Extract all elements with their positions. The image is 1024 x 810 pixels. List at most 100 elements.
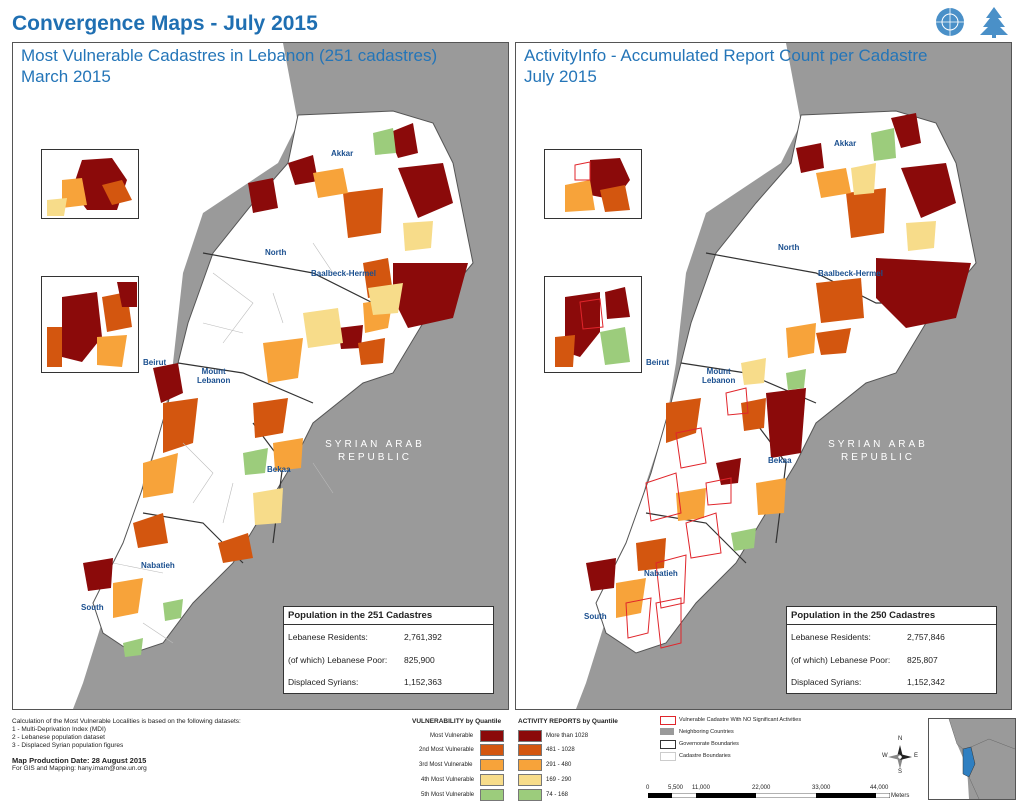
- label-syria-line1: SYRIAN ARAB: [828, 439, 928, 450]
- legend-act-label-5: 74 - 168: [546, 792, 569, 798]
- lebanon-outline: [92, 110, 474, 654]
- legend-act-swatch-1: [518, 730, 542, 742]
- right-map-title-line1: ActivityInfo - Accumulated Report Count …: [524, 46, 928, 65]
- scale-tick-0: 0: [646, 785, 650, 791]
- cadastre-boundaries: [112, 242, 334, 644]
- north-arrow-w: W: [882, 753, 888, 759]
- label-bekaa: Bekaa: [267, 465, 291, 474]
- label-mount-lebanon: Mount Lebanon: [702, 367, 735, 385]
- legend-act-swatch-5: [518, 789, 542, 801]
- notes-item-2: 2 - Lebanese population dataset: [12, 734, 105, 741]
- label-akkar: Akkar: [331, 149, 354, 158]
- left-population-box: Population in the 251 Cadastres Lebanese…: [283, 606, 494, 694]
- notes-contact: For GIS and Mapping: hany.imam@one.un.or…: [12, 765, 147, 772]
- legend-outline-label-3: Governorate Boundaries: [679, 741, 739, 747]
- left-pop-row-residents: Lebanese Residents: 2,761,392: [288, 632, 488, 642]
- scale-tick-4: 33,000: [812, 785, 831, 791]
- label-beirut: Beirut: [143, 358, 167, 367]
- un-logo-icon: [936, 8, 964, 36]
- right-pop-row-poor: (of which) Lebanese Poor: 825,807: [791, 655, 991, 665]
- legend-outline-label-1: Vulnerable Cadastre With NO Significant …: [679, 717, 802, 723]
- left-pop-row-poor: (of which) Lebanese Poor: 825,900: [288, 655, 488, 665]
- left-map-panel: Most Vulnerable Cadastres in Lebanon (25…: [12, 42, 509, 710]
- north-arrow-icon: [888, 745, 912, 769]
- no-activity-outlines: [625, 387, 749, 649]
- locator-lebanon: [962, 746, 976, 778]
- label-baalbeck: Baalbeck-Hermel: [818, 269, 883, 278]
- notes-item-1: 1 - Multi-Deprivation Index (MDI): [12, 726, 106, 733]
- label-south: South: [81, 603, 104, 612]
- left-pop-poor-label: (of which) Lebanese Poor:: [288, 655, 388, 665]
- north-arrow-s: S: [898, 769, 903, 775]
- legend-vulnerability-title: VULNERABILITY by Quantile: [412, 718, 502, 725]
- legend-act-label-2: 481 - 1028: [546, 747, 575, 753]
- right-pop-poor-label: (of which) Lebanese Poor:: [791, 655, 891, 665]
- notes-item-3: 3 - Displaced Syrian population figures: [12, 742, 124, 749]
- left-pop-row-syrians: Displaced Syrians: 1,152,363: [288, 677, 488, 687]
- legend-vuln-label-5: 5th Most Vulnerable: [421, 792, 475, 798]
- label-syria-line2: REPUBLIC: [337, 452, 412, 463]
- right-map-title-line2: July 2015: [524, 67, 597, 86]
- north-arrow-e: E: [914, 753, 919, 759]
- legend-act-label-1: More than 1028: [546, 733, 589, 739]
- scale-bar: [648, 793, 890, 798]
- legend-cadastre-swatch: [660, 752, 676, 761]
- left-pop-poor-value: 825,900: [404, 655, 435, 665]
- right-pop-row-syrians: Displaced Syrians: 1,152,342: [791, 677, 991, 687]
- legend-outline-label-2: Neighboring Countries: [679, 729, 734, 735]
- label-syria-line2: REPUBLIC: [840, 452, 915, 463]
- inset-map-bottom-canvas: [555, 287, 630, 367]
- label-mount: Mount: [201, 367, 226, 376]
- notes-date: Map Production Date: 28 August 2015: [12, 756, 147, 765]
- scale-tick-5: 44,000: [870, 785, 889, 791]
- legend-vuln-swatch-1: [480, 730, 504, 742]
- legend-vuln-swatch-2: [480, 744, 504, 756]
- label-north: North: [778, 243, 800, 252]
- north-arrow-n: N: [898, 736, 903, 742]
- right-pop-heading: Population in the 250 Cadastres: [787, 607, 996, 625]
- scale-unit: Meters: [891, 793, 910, 799]
- inset-map-top-canvas: [47, 158, 132, 216]
- legend-vuln-swatch-4: [480, 774, 504, 786]
- legend-outline-label-4: Cadastre Boundaries: [679, 753, 731, 759]
- inset-map-bottom: [544, 276, 642, 373]
- legend-act-swatch-4: [518, 774, 542, 786]
- locator-sea: [929, 719, 969, 799]
- right-pop-row-residents: Lebanese Residents: 2,757,846: [791, 632, 991, 642]
- label-beirut: Beirut: [646, 358, 670, 367]
- scale-tick-2: 11,000: [692, 785, 710, 791]
- legend-vuln-label-2: 2nd Most Vulnerable: [419, 747, 474, 753]
- methodology-notes: Calculation of the Most Vulnerable Local…: [12, 718, 292, 773]
- right-pop-syrians-label: Displaced Syrians:: [791, 677, 862, 687]
- legend-act-swatch-2: [518, 744, 542, 756]
- right-population-box: Population in the 250 Cadastres Lebanese…: [786, 606, 997, 694]
- legend-vuln-label-1: Most Vulnerable: [430, 733, 474, 739]
- label-syria-line1: SYRIAN ARAB: [325, 439, 425, 450]
- label-nabatieh: Nabatieh: [141, 561, 175, 570]
- left-map-title-line1: Most Vulnerable Cadastres in Lebanon (25…: [21, 46, 438, 65]
- legend-governorate-swatch: [660, 740, 676, 749]
- legend-activity-title: ACTIVITY REPORTS by Quantile: [518, 718, 618, 725]
- legend-act-swatch-3: [518, 759, 542, 771]
- cadastre-fills: [586, 113, 971, 618]
- left-map-title: Most Vulnerable Cadastres in Lebanon (25…: [21, 45, 437, 87]
- label-north: North: [265, 248, 287, 257]
- legend-outline-red-swatch: [660, 716, 676, 725]
- legend-neighbor-swatch: [660, 728, 674, 735]
- governorate-boundaries: [142, 252, 433, 564]
- legend-vuln-swatch-5: [480, 789, 504, 801]
- inset-map-bottom-canvas: [47, 282, 137, 367]
- cadastre-fills: [83, 123, 468, 657]
- right-pop-residents-value: 2,757,846: [907, 632, 945, 642]
- inset-map-top-canvas: [565, 158, 630, 212]
- scale-tick-1: 5,500: [668, 785, 684, 791]
- label-mount-lebanon: Mount Lebanon: [197, 367, 230, 385]
- right-pop-syrians-value: 1,152,342: [907, 677, 945, 687]
- left-pop-residents-value: 2,761,392: [404, 632, 442, 642]
- left-map-title-line2: March 2015: [21, 67, 111, 86]
- label-lebanon: Lebanon: [197, 376, 231, 385]
- label-nabatieh: Nabatieh: [644, 569, 678, 578]
- locator-boundaries: [948, 719, 1015, 799]
- label-mount: Mount: [706, 367, 731, 376]
- right-pop-residents-label: Lebanese Residents:: [791, 632, 871, 642]
